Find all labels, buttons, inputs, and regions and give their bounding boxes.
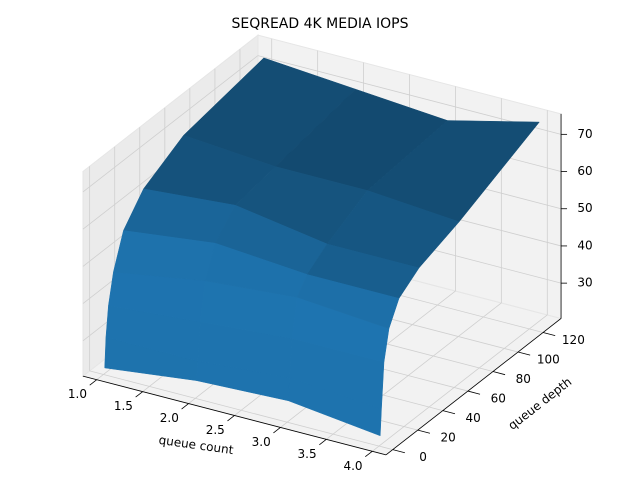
z-tick-label: 70 <box>577 127 592 141</box>
grid-line <box>257 55 562 135</box>
tick-mark <box>89 379 97 386</box>
x-tick-label: 3.5 <box>298 447 317 461</box>
tick-mark <box>181 403 189 410</box>
tick-mark <box>467 390 481 395</box>
grid-line <box>82 55 259 193</box>
grid-line <box>372 314 548 452</box>
z-tick-label: 30 <box>577 276 592 290</box>
surface-face <box>296 274 400 329</box>
tick-mark <box>517 351 531 356</box>
y-tick-label: 0 <box>419 450 427 464</box>
x-tick-label: 2.5 <box>206 423 225 437</box>
tick-mark <box>492 371 506 376</box>
tick-mark <box>227 415 235 422</box>
tick-mark <box>135 391 143 398</box>
axis-line <box>385 318 562 456</box>
tick-mark <box>273 427 281 434</box>
tick-mark <box>365 450 373 458</box>
tick-mark <box>319 439 327 446</box>
x-tick-label: 1.0 <box>68 387 87 401</box>
z-tick-label: 50 <box>577 201 592 215</box>
y-tick-label: 20 <box>440 430 455 444</box>
x-tick-label: 1.5 <box>114 399 133 413</box>
x-tick-label: 4.0 <box>343 459 362 473</box>
tick-mark <box>417 429 431 434</box>
tick-mark <box>442 410 456 415</box>
chart-title: SEQREAD 4K MEDIA IOPS <box>231 16 408 32</box>
y-tick-label: 100 <box>537 352 560 366</box>
x-tick-label: 2.0 <box>160 411 179 425</box>
z-tick-label: 60 <box>577 164 592 178</box>
tick-mark <box>542 332 556 337</box>
tick-mark <box>392 449 405 454</box>
x-tick-label: 3.0 <box>252 435 271 449</box>
y-tick-label: 80 <box>516 372 531 386</box>
axis-line <box>82 375 387 456</box>
y-tick-label: 120 <box>562 333 585 347</box>
grid-line <box>89 370 393 451</box>
y-tick-label: 60 <box>491 391 506 405</box>
z-tick-label: 40 <box>577 238 592 252</box>
y-tick-label: 40 <box>466 411 481 425</box>
